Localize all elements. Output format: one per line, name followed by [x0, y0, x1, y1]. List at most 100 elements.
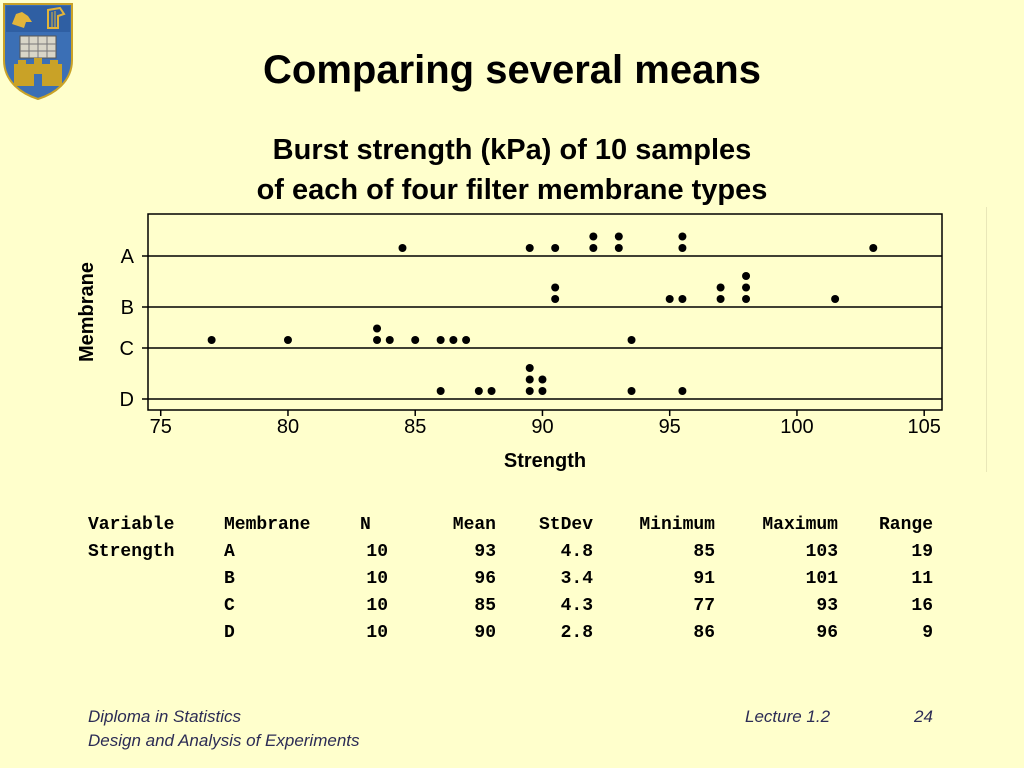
data-point	[716, 295, 725, 303]
data-point	[716, 283, 725, 292]
chart-title: Burst strength (kPa) of 10 samples of ea…	[0, 130, 1024, 210]
data-point	[678, 295, 687, 303]
data-point	[551, 283, 560, 292]
cell-stdev: 2.8	[560, 622, 593, 643]
footer-course: Diploma in Statistics	[88, 707, 242, 726]
cell-n: 10	[366, 622, 388, 643]
data-point	[525, 375, 534, 384]
data-point	[551, 295, 560, 303]
header-mean: Mean	[452, 514, 496, 535]
cell-variable	[88, 565, 224, 592]
data-point	[207, 336, 216, 344]
cell-maximum: 93	[816, 595, 838, 616]
cell-n: 10	[366, 595, 388, 616]
data-point	[678, 387, 687, 395]
cell-minimum: 86	[693, 622, 715, 643]
slide-title: Comparing several means	[263, 48, 761, 92]
cell-variable	[88, 619, 224, 646]
cell-range: 19	[911, 541, 933, 562]
x-tick-label: 90	[531, 416, 553, 438]
stats-header-row: Variable Membrane N Mean StDev Minimum M…	[88, 511, 933, 538]
header-membrane: Membrane	[224, 514, 311, 535]
footer-page-number: 24	[914, 707, 933, 726]
right-edge-divider	[986, 207, 987, 472]
data-point	[742, 283, 751, 292]
data-point	[551, 244, 560, 252]
data-point	[487, 387, 496, 395]
data-point	[678, 232, 687, 241]
cell-membrane: B	[224, 568, 235, 589]
cell-minimum: 77	[693, 595, 715, 616]
x-tick-label: 80	[277, 416, 299, 438]
college-crest-icon	[3, 3, 73, 100]
data-point	[869, 244, 878, 252]
dotplot-chart: A BC D 75 80 85 90 95 100 105 Strength Membrane	[76, 213, 943, 472]
cell-variable	[88, 592, 224, 619]
data-point	[283, 336, 292, 344]
data-point	[538, 387, 547, 395]
cell-membrane: D	[224, 622, 235, 643]
y-tick-label: D	[120, 389, 134, 411]
stats-row: B 10 96 3.4 91 101 11	[88, 565, 933, 592]
x-tick-label: 85	[404, 416, 426, 438]
data-point	[436, 336, 445, 344]
header-minimum: Minimum	[639, 514, 715, 535]
cell-maximum: 101	[805, 568, 838, 589]
plot-frame	[147, 213, 943, 411]
header-variable: Variable	[88, 514, 175, 535]
descriptive-stats-table: Variable Membrane N Mean StDev Minimum M…	[88, 511, 933, 646]
data-point	[742, 295, 751, 303]
y-axis-label: Membrane	[76, 262, 98, 362]
cell-stdev: 4.3	[560, 595, 593, 616]
header-range: Range	[878, 514, 933, 535]
data-point	[665, 295, 674, 303]
data-point	[589, 244, 598, 252]
cell-mean: 93	[474, 541, 496, 562]
cell-maximum: 96	[816, 622, 838, 643]
data-point	[538, 375, 547, 384]
cell-range: 11	[911, 568, 933, 589]
data-point	[525, 364, 534, 372]
cell-n: 10	[366, 541, 388, 562]
data-point	[627, 336, 636, 344]
cell-minimum: 91	[693, 568, 715, 589]
cell-minimum: 85	[693, 541, 715, 562]
data-point	[385, 336, 394, 344]
cell-mean: 85	[474, 595, 496, 616]
chart-title-line-2: of each of four filter membrane types	[256, 174, 768, 206]
x-tick-label: 75	[150, 416, 172, 438]
stats-row: Strength A 10 93 4.8 85 103 19	[88, 538, 933, 565]
data-point	[398, 244, 407, 252]
data-point	[627, 387, 636, 395]
y-tick-label: A	[121, 246, 135, 268]
cell-stdev: 3.4	[560, 568, 593, 589]
x-tick-label: 100	[780, 416, 813, 438]
cell-membrane: C	[224, 595, 235, 616]
stats-row: C 10 85 4.3 77 93 16	[88, 592, 933, 619]
x-tick-label: 105	[907, 416, 940, 438]
stats-row: D 10 90 2.8 86 96 9	[88, 619, 933, 646]
header-stdev: StDev	[538, 514, 593, 535]
data-point	[411, 336, 420, 344]
data-point	[589, 232, 598, 241]
data-point	[614, 244, 623, 252]
data-point	[373, 336, 382, 344]
data-point	[436, 387, 445, 395]
cell-stdev: 4.8	[560, 541, 593, 562]
header-maximum: Maximum	[762, 514, 838, 535]
data-point	[678, 244, 687, 252]
cell-range: 9	[922, 622, 933, 643]
y-tick-label: B	[121, 297, 134, 319]
footer-lecture: Lecture 1.2	[745, 707, 831, 726]
cell-range: 16	[911, 595, 933, 616]
data-point	[831, 295, 840, 303]
data-point	[614, 232, 623, 241]
x-tick-label: 95	[659, 416, 681, 438]
data-point	[742, 272, 751, 280]
data-point	[462, 336, 471, 344]
chart-title-line-1: Burst strength (kPa) of 10 samples	[272, 134, 752, 166]
cell-mean: 90	[474, 622, 496, 643]
cell-mean: 96	[474, 568, 496, 589]
data-point	[474, 387, 483, 395]
data-point	[449, 336, 458, 344]
